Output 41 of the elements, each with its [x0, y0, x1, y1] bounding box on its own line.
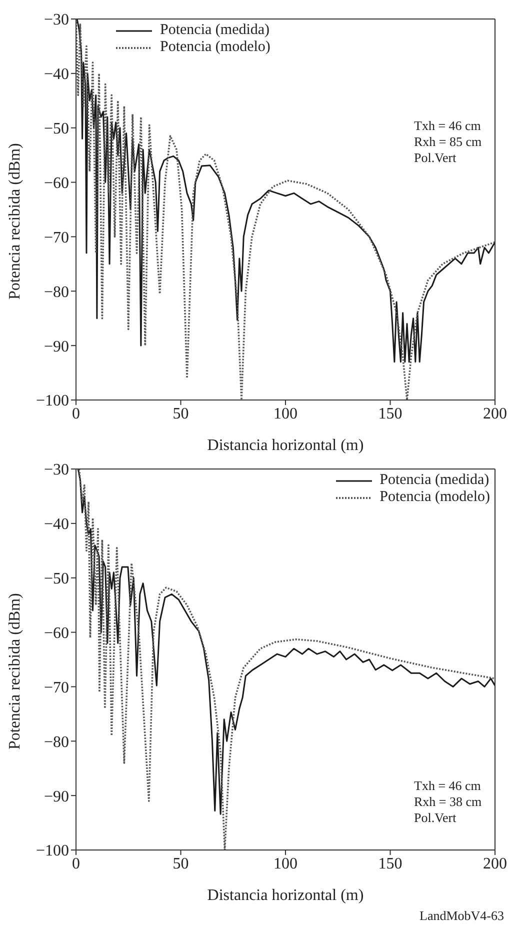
x-axis-title: Distancia horizontal (m) — [207, 887, 364, 904]
y-tick-label: −40 — [44, 66, 69, 84]
y-tick-label: −40 — [44, 516, 69, 534]
y-tick-label: −80 — [44, 284, 69, 301]
x-tick-label: 150 — [378, 855, 402, 872]
x-tick-label: 100 — [274, 405, 298, 422]
x-tick-label: 200 — [483, 405, 507, 422]
x-tick-label: 100 — [274, 855, 298, 872]
annotation: Rxh = 85 cm — [414, 134, 482, 150]
x-tick-label: 50 — [172, 405, 189, 422]
legend-label: Potencia (modelo) — [160, 39, 270, 56]
legend-label: Potencia (modelo) — [380, 489, 490, 506]
y-tick-label: −70 — [44, 229, 69, 246]
text: LandMobV4-63 — [420, 908, 504, 924]
y-tick-label: −100 — [36, 392, 69, 410]
y-tick-label: −30 — [44, 12, 69, 29]
y-tick-label: −50 — [44, 570, 69, 588]
y-axis-title: Potencia recibida (dBm) — [6, 593, 24, 750]
annotation: Txh = 46 cm — [414, 118, 482, 134]
x-tick-label: 0 — [72, 405, 80, 422]
annotation: Pol.Vert — [414, 150, 458, 166]
y-axis-title: Potencia recibida (dBm) — [6, 143, 24, 300]
y-tick-label: −80 — [44, 734, 69, 751]
x-tick-label: 50 — [172, 855, 189, 872]
y-tick-label: −90 — [44, 338, 69, 356]
annotation: Txh = 46 cm — [414, 778, 482, 794]
annotation: Rxh = 38 cm — [414, 794, 482, 810]
y-tick-label: −50 — [44, 120, 69, 138]
x-tick-label: 0 — [72, 855, 80, 872]
y-tick-label: −60 — [44, 174, 69, 192]
y-tick-label: −70 — [44, 679, 69, 696]
y-tick-label: −100 — [36, 842, 69, 860]
annotation: Pol.Vert — [414, 810, 458, 826]
x-axis-title: Distancia horizontal (m) — [207, 437, 364, 454]
legend-label: Potencia (medida) — [380, 472, 490, 489]
x-tick-label: 150 — [378, 405, 402, 422]
y-tick-label: −60 — [44, 624, 69, 642]
legend-label: Potencia (medida) — [160, 22, 270, 39]
y-tick-label: −90 — [44, 788, 69, 806]
x-tick-label: 200 — [483, 855, 507, 872]
y-tick-label: −30 — [44, 462, 69, 479]
